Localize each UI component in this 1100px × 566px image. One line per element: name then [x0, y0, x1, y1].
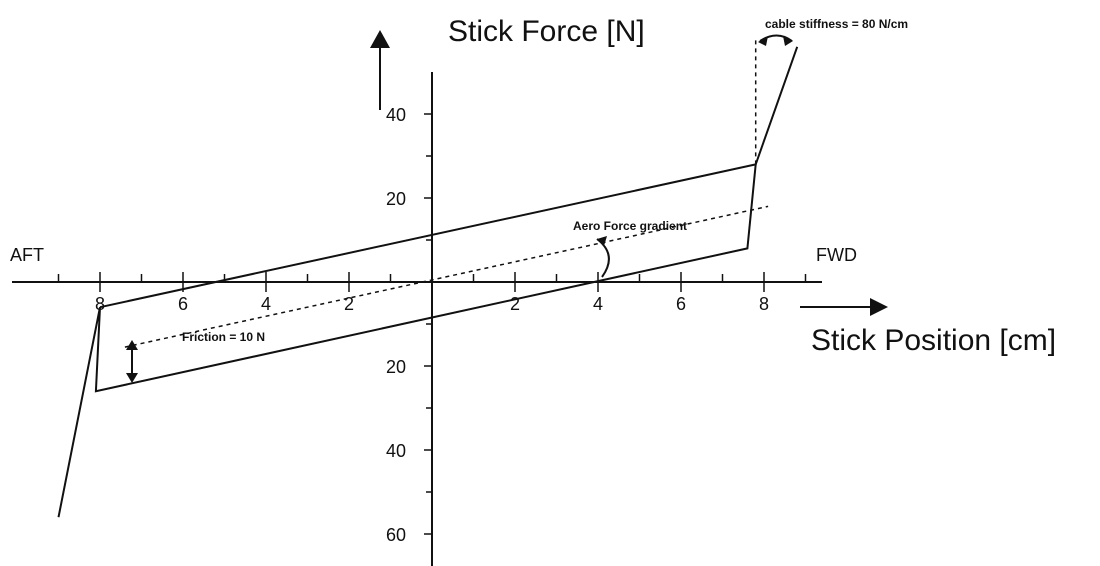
y-tick-label: 40: [386, 105, 406, 125]
cable-stiffness-annotation: cable stiffness = 80 N/cm: [765, 17, 908, 31]
series-line-1: [99, 46, 799, 309]
y-axis-arrowhead: [370, 30, 390, 48]
x-tick-label: 6: [676, 294, 686, 314]
y-tick-label: 60: [386, 525, 406, 545]
x-tick-label: 2: [344, 294, 354, 314]
x-tick-label: 8: [759, 294, 769, 314]
cable-arc-arrowhead-left: [758, 36, 768, 46]
friction-arrowhead-down: [126, 373, 138, 383]
annotation-marks: [126, 30, 888, 383]
aero-arc-arrowhead: [597, 236, 607, 246]
x-tick-label: 2: [510, 294, 520, 314]
y-tick-label: 20: [386, 357, 406, 377]
friction-arrowhead-up: [126, 340, 138, 350]
axes-group: 8 6 4 2 2 4 6 8 40 20 20 40 60: [12, 72, 822, 566]
x-tick-label: 6: [178, 294, 188, 314]
x-tick-label: 4: [261, 294, 271, 314]
aero-gradient-annotation: Aero Force gradient: [573, 219, 687, 233]
fwd-label: FWD: [816, 245, 857, 265]
series-line-2: [57, 164, 757, 518]
y-tick-label: 20: [386, 189, 406, 209]
series-line-3: [124, 205, 769, 348]
x-tick-label: 4: [593, 294, 603, 314]
aft-label: AFT: [10, 245, 44, 265]
cable-arc-arrowhead-right: [783, 36, 793, 46]
y-axis-label: Stick Force [N]: [448, 15, 645, 48]
x-tick-label: 8: [95, 294, 105, 314]
series-group: [57, 38, 799, 518]
friction-annotation: Friction = 10 N: [182, 330, 265, 344]
x-axis-arrowhead: [870, 298, 888, 316]
x-axis-label: Stick Position [cm]: [811, 324, 1056, 357]
y-tick-label: 40: [386, 441, 406, 461]
